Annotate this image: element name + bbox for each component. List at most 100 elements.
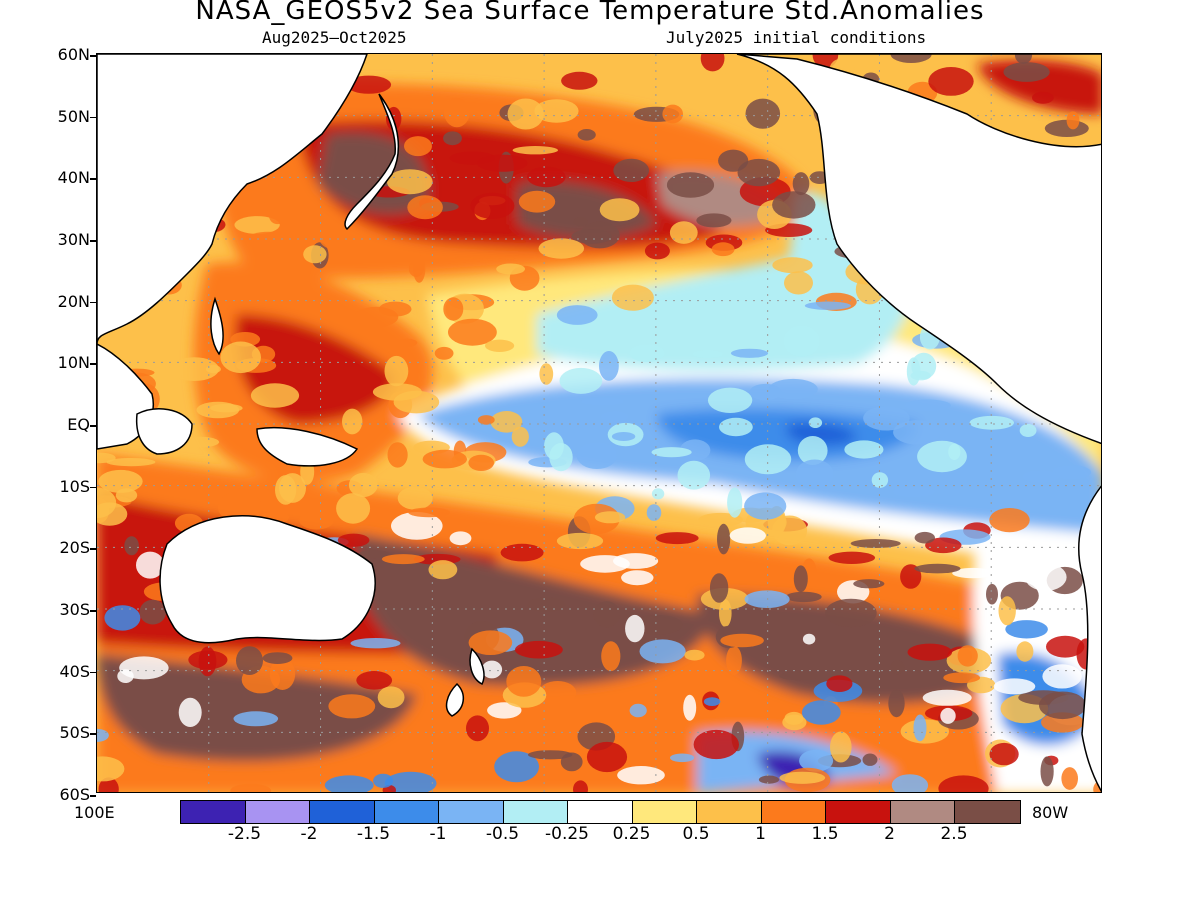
anomaly-speckle — [519, 714, 550, 740]
anomaly-speckle — [613, 158, 650, 182]
colorbar-label: 0.25 — [612, 824, 651, 844]
anomaly-speckle — [506, 666, 542, 697]
colorbar-label: -1 — [429, 824, 447, 844]
latitude-tick — [90, 363, 96, 365]
anomaly-speckle — [772, 257, 813, 274]
latitude-tick — [90, 733, 96, 735]
anomaly-speckle — [487, 702, 522, 719]
asia-mainland — [97, 54, 368, 345]
anomaly-speckle — [629, 344, 665, 362]
latitude-tick — [90, 548, 96, 550]
anomaly-speckle — [913, 714, 927, 742]
latitude-tick — [90, 55, 96, 57]
anomaly-speckle — [844, 440, 884, 459]
anomaly-speckle — [250, 383, 300, 408]
anomaly-speckle — [378, 301, 412, 317]
anomaly-speckle — [119, 656, 169, 680]
anomaly-speckle — [1032, 91, 1054, 104]
anomaly-speckle — [490, 411, 523, 433]
anomaly-speckle — [468, 630, 513, 655]
anomaly-speckle — [485, 339, 515, 352]
latitude-label: 10S — [59, 476, 90, 496]
anomaly-speckle — [797, 436, 828, 465]
anomaly-speckle — [1003, 62, 1050, 82]
anomaly-speckle — [236, 646, 263, 675]
anomaly-speckle — [299, 511, 334, 530]
anomaly-speckle — [500, 543, 544, 562]
anomaly-speckle — [957, 645, 978, 667]
colorbar-swatch — [568, 801, 633, 823]
latitude-tick — [90, 610, 96, 612]
anomaly-speckle — [381, 554, 425, 565]
anomaly-speckle — [801, 700, 841, 725]
anomaly-speckle — [470, 192, 515, 219]
anomaly-speckle — [696, 213, 732, 228]
anomaly-speckle — [384, 355, 409, 387]
anomaly-speckle — [711, 242, 735, 257]
anomaly-speckle — [785, 591, 822, 603]
anomaly-speckle — [893, 420, 941, 445]
anomaly-speckle — [651, 488, 665, 500]
anomaly-speckle — [717, 523, 731, 555]
anomaly-speckle — [449, 531, 472, 546]
anomaly-speckle — [613, 553, 659, 569]
anomaly-speckle — [871, 472, 889, 488]
anomaly-speckle — [744, 492, 787, 520]
colorbar-swatch — [503, 801, 568, 823]
anomaly-speckle — [744, 590, 790, 608]
latitude-label: 50N — [57, 106, 90, 126]
anomaly-speckle — [139, 599, 167, 625]
anomaly-speckle — [544, 432, 564, 460]
anomaly-speckle — [466, 715, 489, 742]
anomaly-speckle — [703, 697, 721, 706]
anomaly-speckle — [744, 444, 792, 475]
colorbar-label: 2 — [884, 824, 895, 844]
anomaly-speckle — [97, 452, 116, 464]
anomaly-speckle — [230, 783, 272, 792]
anomaly-speckle — [448, 318, 497, 346]
anomaly-speckle — [611, 284, 654, 311]
colorbar-swatch — [955, 801, 1020, 823]
anomaly-speckle — [571, 229, 612, 244]
anomaly-speckle — [830, 731, 852, 763]
anomaly-speckle — [772, 191, 816, 219]
anomaly-speckle — [422, 449, 467, 469]
anomaly-speckle — [890, 54, 932, 63]
anomaly-speckle — [386, 169, 433, 195]
anomaly-speckle — [97, 756, 125, 782]
latitude-tick — [90, 795, 96, 797]
anomaly-speckle — [251, 200, 268, 217]
colorbar-swatch — [697, 801, 762, 823]
anomaly-speckle — [1022, 470, 1060, 483]
anomaly-speckle — [593, 601, 620, 628]
anomaly-speckle — [178, 697, 202, 728]
anomaly-speckle — [124, 536, 139, 556]
anomaly-speckle — [98, 469, 143, 493]
anomaly-speckle — [892, 486, 935, 498]
anomaly-speckle — [373, 773, 394, 788]
anomaly-speckle — [758, 775, 780, 784]
anomaly-speckle — [346, 75, 392, 94]
anomaly-speckle — [925, 537, 962, 554]
anomaly-speckle — [468, 454, 495, 471]
anomaly-speckle — [518, 190, 556, 213]
anomaly-speckle — [527, 750, 573, 760]
anomaly-speckle — [407, 195, 443, 220]
anomaly-speckle — [377, 686, 405, 709]
anomaly-speckle — [737, 158, 781, 187]
anomaly-speckle — [891, 774, 929, 792]
new-zealand-north — [469, 647, 485, 686]
anomaly-speckle — [534, 99, 579, 123]
anomaly-speckle — [443, 131, 462, 146]
anomaly-speckle — [629, 703, 647, 718]
anomaly-speckle — [196, 401, 240, 419]
anomaly-speckle — [328, 694, 376, 719]
south-brown-2 — [697, 594, 1017, 704]
anomaly-speckle — [594, 511, 626, 524]
anomaly-speckle — [700, 54, 725, 72]
anomaly-speckle — [662, 104, 683, 124]
colorbar-swatch — [632, 801, 697, 823]
new-guinea — [256, 426, 359, 467]
anomaly-speckle — [279, 473, 306, 503]
japan — [344, 93, 400, 231]
